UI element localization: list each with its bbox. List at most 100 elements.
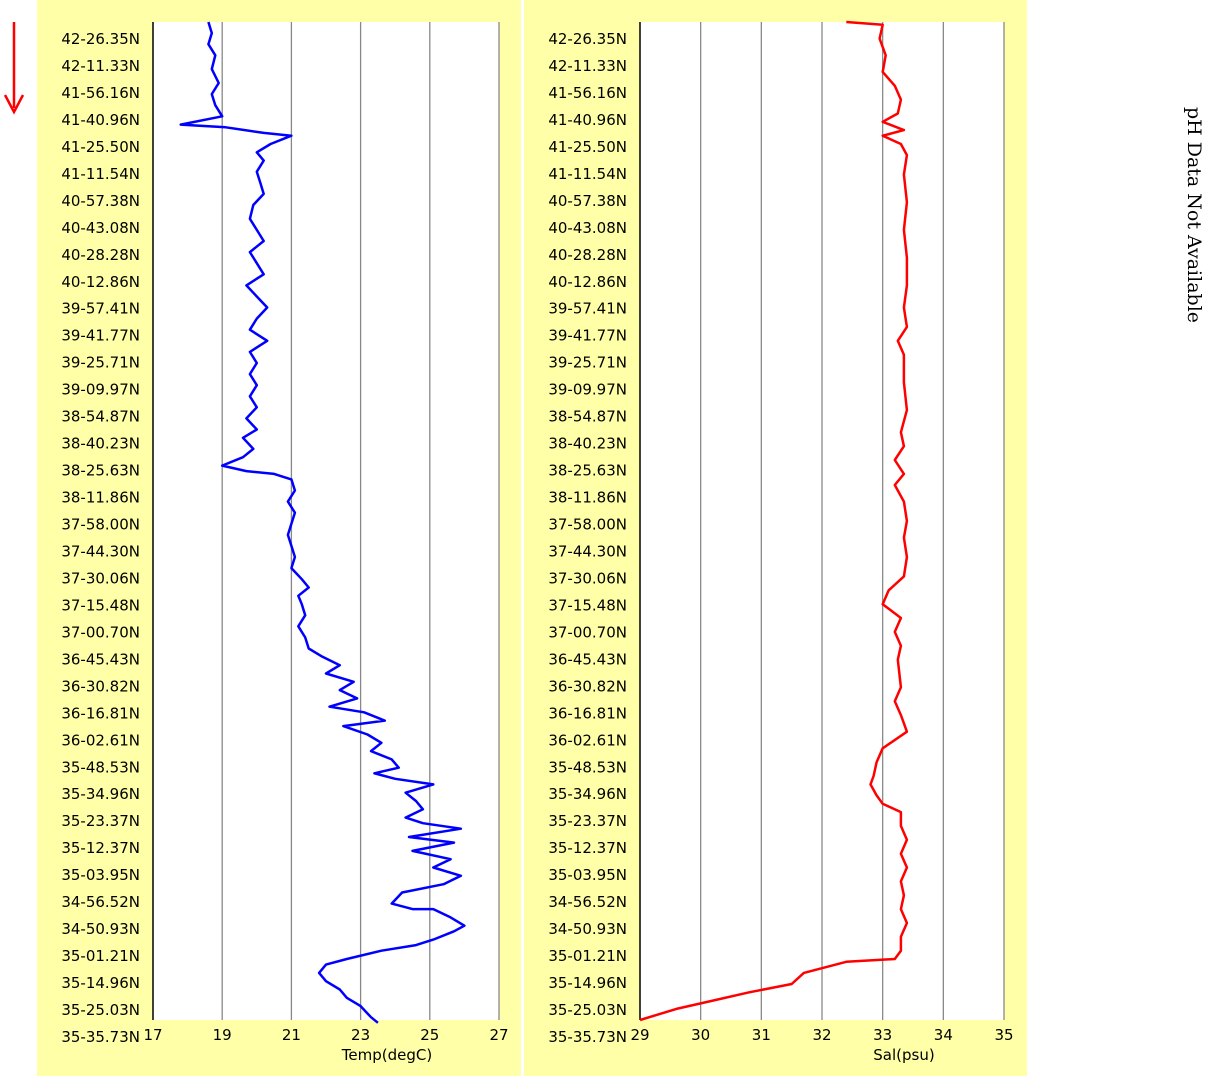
y-tick-label: 35-35.73N (61, 1028, 140, 1046)
x-tick-label: 19 (213, 1026, 232, 1044)
temperature-x-tick-labels: 17 19 21 23 25 27 (143, 1026, 508, 1044)
temperature-x-axis-title: Temp(degC) (341, 1046, 432, 1064)
y-tick-label: 37-58.00N (548, 516, 627, 534)
y-tick-label: 41-25.50N (548, 138, 627, 156)
y-tick-label: 37-30.06N (548, 569, 627, 587)
y-tick-label: 37-15.48N (61, 596, 140, 614)
y-tick-label: 38-11.86N (61, 489, 140, 507)
y-tick-label: 39-57.41N (548, 300, 627, 318)
temperature-series (179, 21, 466, 1024)
salinity-series (639, 20, 909, 1022)
y-tick-label: 36-16.81N (548, 704, 627, 722)
temperature-y-tick-labels: 42-26.35N 42-11.33N 41-56.16N 41-40.96N 41-2… (61, 30, 140, 1046)
y-tick-label: 36-45.43N (61, 650, 140, 668)
y-tick-label: 35-35.73N (548, 1028, 627, 1046)
y-tick-label: 35-34.96N (61, 785, 140, 803)
y-tick-label: 41-25.50N (61, 138, 140, 156)
y-tick-label: 40-12.86N (548, 273, 627, 291)
y-tick-label: 36-16.81N (61, 704, 140, 722)
y-tick-label: 38-25.63N (61, 462, 140, 480)
x-tick-label: 23 (351, 1026, 370, 1044)
y-tick-label: 38-40.23N (548, 435, 627, 453)
y-tick-label: 40-28.28N (61, 246, 140, 264)
y-tick-label: 35-12.37N (548, 839, 627, 857)
y-tick-label: 34-56.52N (548, 893, 627, 911)
y-tick-label: 36-30.82N (61, 677, 140, 695)
y-tick-label: 36-02.61N (548, 731, 627, 749)
y-tick-label: 35-14.96N (548, 974, 627, 992)
x-tick-label: 29 (630, 1026, 649, 1044)
y-tick-label: 40-57.38N (548, 192, 627, 210)
salinity-x-tick-labels: 29 30 31 32 33 34 35 (630, 1026, 1013, 1044)
ph-not-available-note: pH Data Not Available (1183, 107, 1205, 323)
salinity-y-tick-labels: 42-26.35N 42-11.33N 41-56.16N 41-40.96N 41-2… (548, 30, 627, 1046)
y-tick-label: 35-12.37N (61, 839, 140, 857)
y-tick-label: 41-40.96N (548, 111, 627, 129)
y-tick-label: 37-58.00N (61, 516, 140, 534)
salinity-gridlines (639, 22, 1005, 1020)
y-tick-label: 36-02.61N (61, 731, 140, 749)
y-tick-label: 35-23.37N (61, 812, 140, 830)
y-tick-label: 41-56.16N (61, 84, 140, 102)
x-tick-label: 31 (752, 1026, 771, 1044)
y-tick-label: 37-44.30N (548, 542, 627, 560)
y-tick-label: 35-03.95N (548, 866, 627, 884)
y-tick-label: 37-00.70N (61, 623, 140, 641)
y-tick-label: 42-11.33N (61, 57, 140, 75)
y-tick-label: 42-11.33N (548, 57, 627, 75)
y-tick-label: 36-30.82N (548, 677, 627, 695)
data-line (179, 21, 466, 1024)
y-tick-label: 38-54.87N (548, 408, 627, 426)
y-tick-label: 35-01.21N (548, 947, 627, 965)
y-tick-label: 39-25.71N (548, 354, 627, 372)
temperature-plot-area (153, 22, 499, 1020)
temperature-chart: 42-26.35N 42-11.33N 41-56.16N 41-40.96N 41-2… (37, 0, 521, 1076)
x-tick-label: 32 (812, 1026, 831, 1044)
y-tick-label: 38-40.23N (61, 435, 140, 453)
y-tick-label: 40-43.08N (548, 219, 627, 237)
y-tick-label: 35-23.37N (548, 812, 627, 830)
y-tick-label: 41-56.16N (548, 84, 627, 102)
y-tick-label: 37-00.70N (548, 623, 627, 641)
y-tick-label: 42-26.35N (61, 30, 140, 48)
y-tick-label: 35-48.53N (548, 758, 627, 776)
down-arrow-icon (3, 22, 25, 115)
y-tick-label: 35-01.21N (61, 947, 140, 965)
y-tick-label: 38-54.87N (61, 408, 140, 426)
x-tick-label: 35 (994, 1026, 1013, 1044)
salinity-x-axis-title: Sal(psu) (873, 1046, 934, 1064)
y-tick-label: 36-45.43N (548, 650, 627, 668)
y-tick-label: 41-40.96N (61, 111, 140, 129)
y-tick-label: 35-48.53N (61, 758, 140, 776)
salinity-chart: 42-26.35N 42-11.33N 41-56.16N 41-40.96N 41-2… (524, 0, 1027, 1076)
y-tick-label: 37-30.06N (61, 569, 140, 587)
y-tick-label: 37-15.48N (548, 596, 627, 614)
y-tick-label: 35-25.03N (548, 1001, 627, 1019)
y-tick-label: 35-14.96N (61, 974, 140, 992)
x-tick-label: 34 (934, 1026, 953, 1044)
x-tick-label: 25 (420, 1026, 439, 1044)
y-tick-label: 40-57.38N (61, 192, 140, 210)
y-tick-label: 35-25.03N (61, 1001, 140, 1019)
y-tick-label: 39-57.41N (61, 300, 140, 318)
x-tick-label: 33 (873, 1026, 892, 1044)
y-tick-label: 37-44.30N (61, 542, 140, 560)
y-tick-label: 39-09.97N (61, 381, 140, 399)
y-tick-label: 39-25.71N (61, 354, 140, 372)
y-tick-label: 34-56.52N (61, 893, 140, 911)
y-tick-label: 35-34.96N (548, 785, 627, 803)
y-tick-label: 34-50.93N (61, 920, 140, 938)
y-tick-label: 40-12.86N (61, 273, 140, 291)
data-line (639, 20, 909, 1022)
y-tick-label: 39-09.97N (548, 381, 627, 399)
y-tick-label: 40-43.08N (61, 219, 140, 237)
y-tick-label: 40-28.28N (548, 246, 627, 264)
x-tick-label: 27 (489, 1026, 508, 1044)
y-tick-label: 38-25.63N (548, 462, 627, 480)
y-tick-label: 39-41.77N (61, 327, 140, 345)
y-tick-label: 41-11.54N (548, 165, 627, 183)
y-tick-label: 42-26.35N (548, 30, 627, 48)
y-tick-label: 34-50.93N (548, 920, 627, 938)
y-tick-label: 41-11.54N (61, 165, 140, 183)
x-tick-label: 21 (282, 1026, 301, 1044)
